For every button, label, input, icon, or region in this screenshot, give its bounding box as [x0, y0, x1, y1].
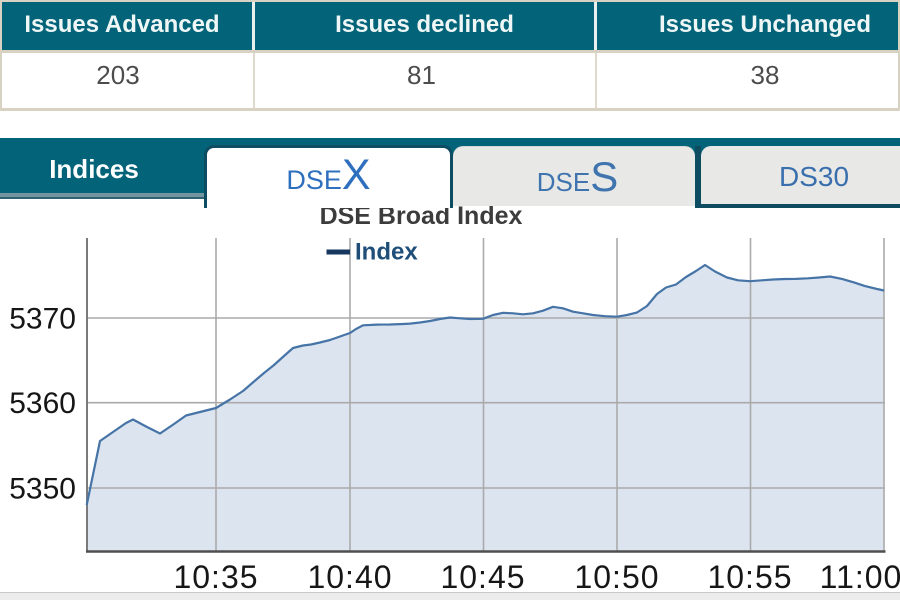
svg-text:10:55: 10:55: [707, 559, 792, 595]
svg-text:10:50: 10:50: [574, 559, 659, 595]
svg-text:11:00: 11:00: [820, 559, 900, 595]
svg-text:5360: 5360: [9, 387, 76, 420]
svg-text:5370: 5370: [9, 303, 76, 336]
svg-text:10:45: 10:45: [440, 559, 525, 595]
svg-text:5350: 5350: [9, 473, 76, 506]
svg-text:10:40: 10:40: [307, 559, 392, 595]
svg-text:Index: Index: [355, 239, 418, 266]
svg-text:10:35: 10:35: [173, 559, 258, 595]
